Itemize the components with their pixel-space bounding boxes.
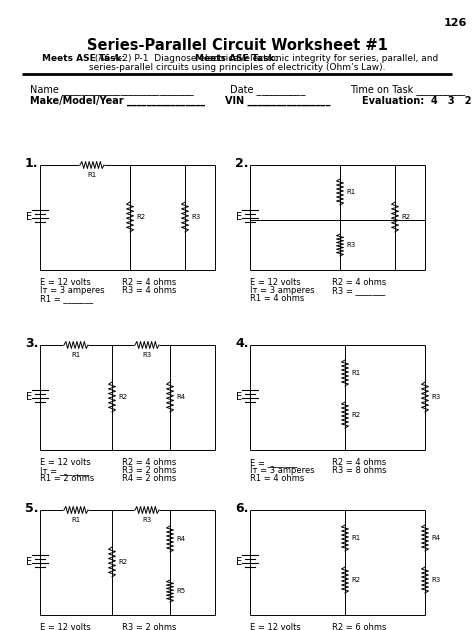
Text: R3 = _______: R3 = _______ [332, 286, 385, 295]
Text: R2 = 6 ohms: R2 = 6 ohms [332, 623, 386, 630]
Text: R2: R2 [351, 412, 360, 418]
Text: Name ___________________________: Name ___________________________ [30, 84, 193, 95]
Text: E: E [26, 557, 32, 567]
Text: Iᴛ = 3 amperes: Iᴛ = 3 amperes [250, 286, 315, 295]
Text: R2: R2 [118, 559, 127, 565]
Text: R3 = 8 ohms: R3 = 8 ohms [332, 466, 386, 475]
Text: 2.: 2. [235, 157, 248, 170]
Text: R2: R2 [136, 214, 145, 220]
Text: R2: R2 [118, 394, 127, 400]
Text: R1: R1 [72, 517, 81, 523]
Text: E: E [26, 392, 32, 402]
Text: R1 = 4 ohms: R1 = 4 ohms [250, 474, 304, 483]
Text: E = _______: E = _______ [250, 458, 297, 467]
Text: Meets ASE Task:: Meets ASE Task: [195, 54, 279, 63]
Text: R1 = 2 ohms: R1 = 2 ohms [40, 474, 94, 483]
Text: Iᴛ = _______: Iᴛ = _______ [40, 466, 90, 475]
Text: E = 12 volts: E = 12 volts [40, 458, 91, 467]
Text: R3: R3 [191, 214, 200, 220]
Text: E = 12 volts: E = 12 volts [40, 623, 91, 630]
Text: Iᴛ = 3 amperes: Iᴛ = 3 amperes [40, 286, 105, 295]
Text: 3.: 3. [25, 337, 38, 350]
Text: R3: R3 [431, 577, 440, 583]
Text: R1 = _______: R1 = _______ [40, 294, 93, 303]
Text: R1: R1 [346, 189, 355, 195]
Text: E = 12 volts: E = 12 volts [250, 623, 301, 630]
Text: R4 = 2 ohms: R4 = 2 ohms [122, 474, 176, 483]
Text: 5.: 5. [25, 502, 38, 515]
Text: R4: R4 [176, 536, 185, 542]
Text: E: E [236, 392, 242, 402]
Text: R3: R3 [142, 352, 152, 358]
Text: R1: R1 [87, 172, 97, 178]
Text: R1 = 4 ohms: R1 = 4 ohms [250, 294, 304, 303]
Text: R4: R4 [431, 535, 440, 541]
Text: R3 = 2 ohms: R3 = 2 ohms [122, 466, 176, 475]
Text: R1: R1 [351, 370, 360, 376]
Text: E = 12 volts: E = 12 volts [40, 278, 91, 287]
Text: R2 = 4 ohms: R2 = 4 ohms [332, 278, 386, 287]
Text: R2 = 4 ohms: R2 = 4 ohms [122, 458, 176, 467]
Text: R3 = 2 ohms: R3 = 2 ohms [122, 623, 176, 630]
Text: R3: R3 [346, 242, 355, 248]
Text: E: E [236, 557, 242, 567]
Text: R2: R2 [401, 214, 410, 220]
Text: E = 12 volts: E = 12 volts [250, 278, 301, 287]
Text: R3: R3 [142, 517, 152, 523]
Text: (A6-A-2) P-1  Diagnose electrical/electronic integrity for series, parallel, and: (A6-A-2) P-1 Diagnose electrical/electro… [92, 54, 438, 63]
Text: Meets ASE Task:: Meets ASE Task: [42, 54, 125, 63]
Text: E: E [236, 212, 242, 222]
Text: E: E [26, 212, 32, 222]
Text: R1: R1 [72, 352, 81, 358]
Text: 4.: 4. [235, 337, 248, 350]
Text: 126: 126 [443, 18, 467, 28]
Text: VIN _________________: VIN _________________ [225, 96, 330, 106]
Text: Time on Task __________: Time on Task __________ [350, 84, 465, 95]
Text: Make/Model/Year ________________: Make/Model/Year ________________ [30, 96, 205, 106]
Text: Iᴛ = 3 amperes: Iᴛ = 3 amperes [250, 466, 315, 475]
Text: R3: R3 [431, 394, 440, 400]
Text: R5: R5 [176, 588, 185, 594]
Text: R4: R4 [176, 394, 185, 400]
Text: R2 = 4 ohms: R2 = 4 ohms [332, 458, 386, 467]
Text: Date __________: Date __________ [230, 84, 305, 95]
Text: R3 = 4 ohms: R3 = 4 ohms [122, 286, 176, 295]
Text: series-parallel circuits using principles of electricity (Ohm’s Law).: series-parallel circuits using principle… [89, 63, 385, 72]
Text: R1: R1 [351, 535, 360, 541]
Text: R2: R2 [351, 577, 360, 583]
Text: Series-Parallel Circuit Worksheet #1: Series-Parallel Circuit Worksheet #1 [87, 38, 387, 53]
Text: Evaluation:  4   3   2   1: Evaluation: 4 3 2 1 [362, 96, 474, 106]
Text: 1.: 1. [25, 157, 38, 170]
Text: R2 = 4 ohms: R2 = 4 ohms [122, 278, 176, 287]
Text: 6.: 6. [235, 502, 248, 515]
